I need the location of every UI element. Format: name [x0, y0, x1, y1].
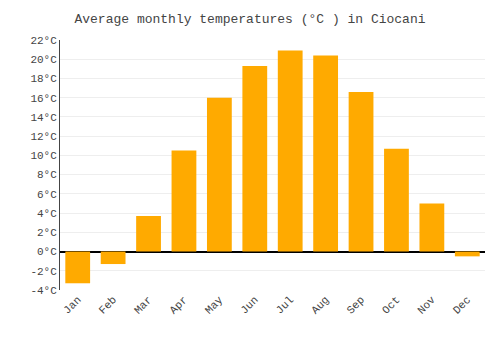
svg-text:8°C: 8°C [37, 169, 57, 181]
svg-text:Jun: Jun [238, 294, 260, 316]
svg-text:Nov: Nov [415, 294, 438, 317]
svg-text:22°C: 22°C [30, 35, 57, 47]
svg-text:Aug: Aug [309, 294, 331, 316]
svg-text:Oct: Oct [380, 294, 402, 316]
svg-text:18°C: 18°C [30, 73, 57, 85]
svg-text:6°C: 6°C [37, 189, 57, 201]
svg-text:-4°C: -4°C [30, 285, 57, 297]
svg-text:May: May [203, 294, 226, 317]
svg-text:10°C: 10°C [30, 150, 57, 162]
svg-text:Dec: Dec [451, 294, 473, 316]
svg-text:-2°C: -2°C [30, 266, 57, 278]
svg-text:14°C: 14°C [30, 112, 57, 124]
svg-text:Jan: Jan [61, 294, 83, 316]
svg-text:12°C: 12°C [30, 131, 57, 143]
svg-text:Average monthly temperatures (: Average monthly temperatures (°C ) in Ci… [74, 12, 425, 27]
svg-text:Sep: Sep [345, 294, 367, 316]
svg-text:20°C: 20°C [30, 54, 57, 66]
svg-text:Mar: Mar [132, 294, 154, 316]
svg-text:4°C: 4°C [37, 208, 57, 220]
svg-text:Apr: Apr [167, 294, 189, 316]
svg-text:Jul: Jul [274, 294, 296, 316]
svg-text:16°C: 16°C [30, 93, 57, 105]
svg-text:0°C: 0°C [37, 246, 57, 258]
svg-text:Feb: Feb [97, 294, 119, 316]
svg-text:2°C: 2°C [37, 227, 57, 239]
